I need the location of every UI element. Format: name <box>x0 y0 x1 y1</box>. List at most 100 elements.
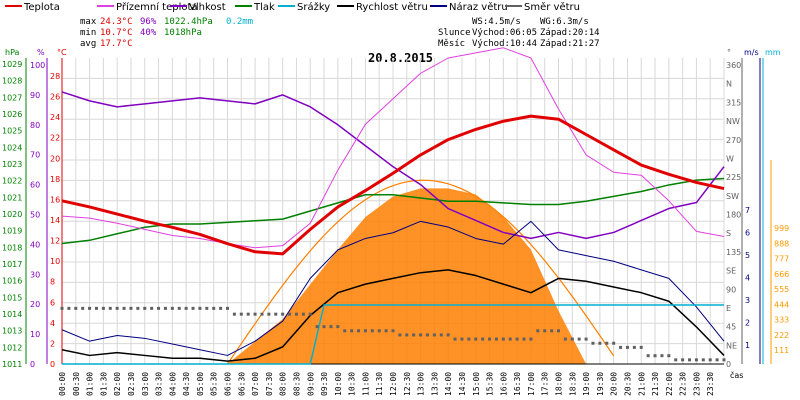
tick-x: 17:30 <box>541 372 550 396</box>
wind-direction-point <box>412 333 416 337</box>
wind-direction-point <box>67 306 71 310</box>
wind-direction-point <box>108 306 112 310</box>
wind-direction-point <box>405 333 409 337</box>
tick-x: 11:00 <box>361 372 370 396</box>
wind-direction-point <box>653 354 657 358</box>
series-pressure <box>61 177 725 245</box>
wind-direction-point <box>439 333 443 337</box>
tick-x: 00:30 <box>72 372 81 396</box>
tick-x: 13:30 <box>430 372 439 396</box>
wind-direction-point <box>184 306 188 310</box>
legend-label-wind: Rychlost větru <box>356 1 428 13</box>
series-rain <box>62 304 724 365</box>
wind-direction-point <box>584 337 588 341</box>
tick-x: 04:00 <box>168 372 177 396</box>
stat-max-hum: 96% <box>140 17 157 27</box>
wind-direction-point <box>501 337 505 341</box>
tick-degc: 16 <box>50 195 60 204</box>
stat-sun-label: Slunce <box>438 28 471 38</box>
wind-direction-point <box>170 306 174 310</box>
wind-direction-point <box>508 337 512 341</box>
tick-x: 16:00 <box>499 372 508 396</box>
wind-direction-point <box>288 312 292 316</box>
tick-pct: 40 <box>30 240 40 249</box>
wind-direction-point <box>688 358 692 362</box>
tick-dir: 90 <box>726 285 736 294</box>
tick-pct: 0 <box>30 360 35 369</box>
tick-degc: 24 <box>50 113 60 122</box>
wind-direction-point <box>253 312 257 316</box>
tick-degc: 14 <box>50 216 60 225</box>
tick-hpa: 1015 <box>2 293 22 302</box>
wind-direction-point <box>88 306 92 310</box>
tick-degc: 18 <box>50 175 60 184</box>
wind-direction-point <box>598 341 602 345</box>
chart-date: 20.8.2015 <box>368 51 433 65</box>
tick-x: 06:00 <box>224 372 233 396</box>
tick-ms: 7 <box>745 206 750 215</box>
wind-direction-point <box>81 306 85 310</box>
wind-direction-point <box>481 337 485 341</box>
tick-pct: 80 <box>30 121 40 130</box>
wind-direction-point <box>198 306 202 310</box>
tick-mm: 111 <box>774 346 789 355</box>
wind-direction-point <box>522 337 526 341</box>
wind-direction-point <box>219 306 223 310</box>
wind-direction-point <box>157 306 161 310</box>
wind-direction-point <box>619 345 623 349</box>
stat-ws: WS:4.5m/s <box>472 17 521 27</box>
tick-degc: 26 <box>50 93 60 102</box>
wind-direction-point <box>543 329 547 333</box>
tick-x: 10:30 <box>348 372 357 396</box>
stat-avg-label: avg <box>80 39 96 49</box>
tick-x: 07:00 <box>251 372 260 396</box>
tick-degc: 0 <box>50 360 55 369</box>
axis-units: hPa % °C ° m/s mm čas <box>5 48 781 380</box>
wind-direction-point <box>577 337 581 341</box>
legend-label-rain: Srážky <box>297 1 330 13</box>
tick-mm: 555 <box>774 285 789 294</box>
wind-direction-point <box>370 329 374 333</box>
wind-direction-point <box>674 358 678 362</box>
wind-direction-point <box>150 306 154 310</box>
unit-deg: ° <box>727 48 731 57</box>
tick-x: 21:00 <box>637 372 646 396</box>
tick-x: 14:00 <box>444 372 453 396</box>
series-temperature <box>61 114 725 256</box>
stat-min-press: 1018hPa <box>164 28 202 38</box>
tick-x: 03:00 <box>141 372 150 396</box>
legend: Teplota Přízemní teplota Vlhkost Tlak Sr… <box>5 1 580 13</box>
tick-x: 18:00 <box>555 372 564 396</box>
wind-direction-point <box>336 325 340 329</box>
wind-direction-point <box>322 325 326 329</box>
tick-x: 23:30 <box>706 372 715 396</box>
axes <box>25 58 772 365</box>
wind-direction-point <box>432 333 436 337</box>
wind-direction-point <box>274 312 278 316</box>
tick-x: 15:00 <box>472 372 481 396</box>
tick-x: 18:30 <box>568 372 577 396</box>
tick-hpa: 1028 <box>2 77 22 86</box>
tick-x: 19:30 <box>596 372 605 396</box>
tick-ms: 1 <box>745 341 750 350</box>
tick-x: 20:30 <box>623 372 632 396</box>
wind-direction-point <box>550 329 554 333</box>
tick-degc: 2 <box>50 339 55 348</box>
tick-dir: 315 <box>726 98 741 107</box>
tick-dir: 135 <box>726 248 741 257</box>
stat-moon-set: Západ:21:27 <box>540 39 600 49</box>
series-wind-speed <box>61 269 725 362</box>
wind-direction-point <box>363 329 367 333</box>
wind-direction-point <box>301 312 305 316</box>
wind-direction-point <box>177 306 181 310</box>
wind-direction-point <box>453 337 457 341</box>
tick-labels: 1029102810271026102510241023102210211020… <box>2 60 789 396</box>
tick-mm: 777 <box>774 255 789 264</box>
tick-hpa: 1014 <box>2 310 22 319</box>
tick-ms: 5 <box>745 251 750 260</box>
unit-hpa: hPa <box>5 48 20 57</box>
wind-direction-point <box>701 358 705 362</box>
series <box>60 47 726 365</box>
tick-pct: 90 <box>30 91 40 100</box>
tick-x: 01:30 <box>99 372 108 396</box>
